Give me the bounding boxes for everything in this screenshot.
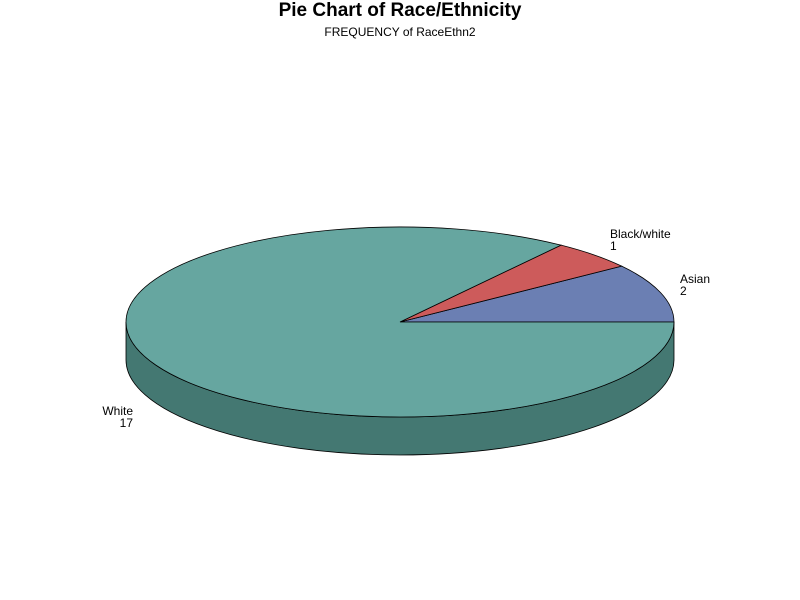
pie-slice-asian [399,265,675,323]
pie-slice-white [125,226,675,418]
pie-top [125,226,675,418]
slice-label-black-white: Black/white [610,227,671,241]
slice-value-asian: 2 [680,284,687,298]
slice-label-white: White [102,404,133,418]
slice-value-black-white: 1 [610,239,617,253]
slice-value-white: 17 [120,416,134,430]
slice-label-asian: Asian [680,272,710,286]
chart-subtitle: FREQUENCY of RaceEthn2 [324,25,476,39]
chart-title: Pie Chart of Race/Ethnicity [278,0,522,21]
